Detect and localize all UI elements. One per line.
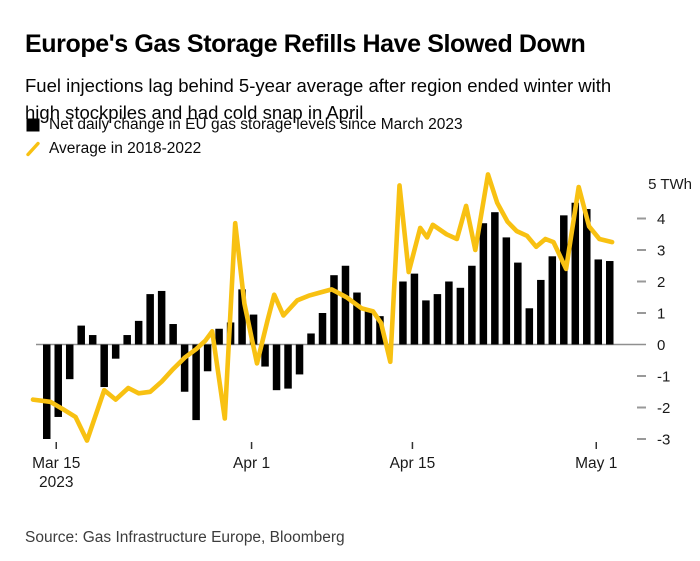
bar: [376, 316, 384, 345]
average-line: [30, 172, 615, 443]
legend-item-bars: Net daily change in EU gas storage level…: [25, 113, 463, 137]
bar: [88, 335, 97, 345]
x-tick-label: Apr 15: [390, 455, 436, 472]
bar: [203, 344, 212, 372]
x-tick-sublabel: 2023: [39, 474, 73, 491]
y-axis-unit-label: 5 TWh: [648, 176, 692, 193]
bar: [318, 313, 327, 345]
bar: [42, 344, 51, 439]
bar: [399, 281, 407, 345]
bar: [445, 281, 453, 345]
y-tick-label: -2: [657, 400, 670, 417]
bar: [272, 344, 281, 391]
bar: [491, 212, 499, 345]
bar: [468, 265, 476, 345]
legend-item-average-line: Average in 2018-2022: [25, 137, 463, 161]
bar: [238, 289, 246, 345]
black-square-icon: [26, 118, 40, 132]
y-tick-label: 2: [657, 274, 665, 291]
chart-canvas: 4 3 2 1 0 -1 -2 -3 5 TWh Mar 15 2023 Apr 1 Apr 15 May…: [30, 172, 692, 491]
y-tick-label: -3: [657, 431, 670, 448]
bar: [502, 237, 511, 345]
bar: [525, 308, 534, 345]
y-tick-label: -1: [657, 368, 670, 385]
bar: [65, 344, 74, 380]
bar: [77, 325, 85, 345]
bar: [295, 344, 304, 375]
subtitle: Fuel injections lag behind 5-year averag…: [25, 74, 612, 123]
bar: [261, 344, 269, 367]
bar: [192, 344, 200, 421]
bar: [606, 261, 614, 345]
bar: [215, 328, 223, 345]
bar: [100, 344, 108, 388]
bar: [330, 275, 338, 345]
bar: [560, 215, 568, 345]
bar: [123, 335, 131, 345]
bar: [353, 292, 361, 345]
y-tick-label: 1: [657, 305, 665, 322]
x-tick-label: Apr 1: [233, 455, 270, 472]
bar: [537, 279, 545, 345]
bar: [111, 344, 120, 359]
bar: [456, 287, 465, 345]
legend-label: Net daily change in EU gas storage level…: [49, 116, 463, 133]
x-tick-label: Mar 15: [32, 455, 80, 472]
page-title: Europe's Gas Storage Refills Have Slowed…: [25, 29, 586, 58]
bar: [284, 344, 292, 389]
bar: [410, 273, 419, 345]
bar: [249, 314, 258, 345]
bar: [307, 333, 315, 345]
bar: [594, 259, 603, 345]
y-tick-label: 0: [657, 337, 665, 354]
legend: Net daily change in EU gas storage level…: [25, 113, 463, 161]
bar: [341, 265, 350, 345]
bar: [548, 256, 557, 345]
bar: [433, 294, 442, 345]
bar: [54, 344, 62, 417]
bar: [364, 311, 373, 345]
bar: [479, 223, 488, 345]
bar: [514, 262, 522, 345]
bar: [134, 320, 143, 345]
y-tick-label: 3: [657, 242, 665, 259]
x-tick-label: May 1: [575, 455, 617, 472]
bar: [180, 344, 189, 392]
yellow-slash-icon: [26, 141, 40, 157]
legend-label: Average in 2018-2022: [49, 140, 202, 157]
y-tick-label: 4: [657, 211, 665, 228]
bar: [583, 209, 591, 345]
bar: [169, 324, 177, 345]
source-note: Source: Gas Infrastructure Europe, Bloom…: [25, 528, 345, 546]
bar: [422, 300, 430, 345]
bar: [571, 202, 580, 345]
bar: [146, 294, 154, 345]
bar: [157, 290, 166, 345]
